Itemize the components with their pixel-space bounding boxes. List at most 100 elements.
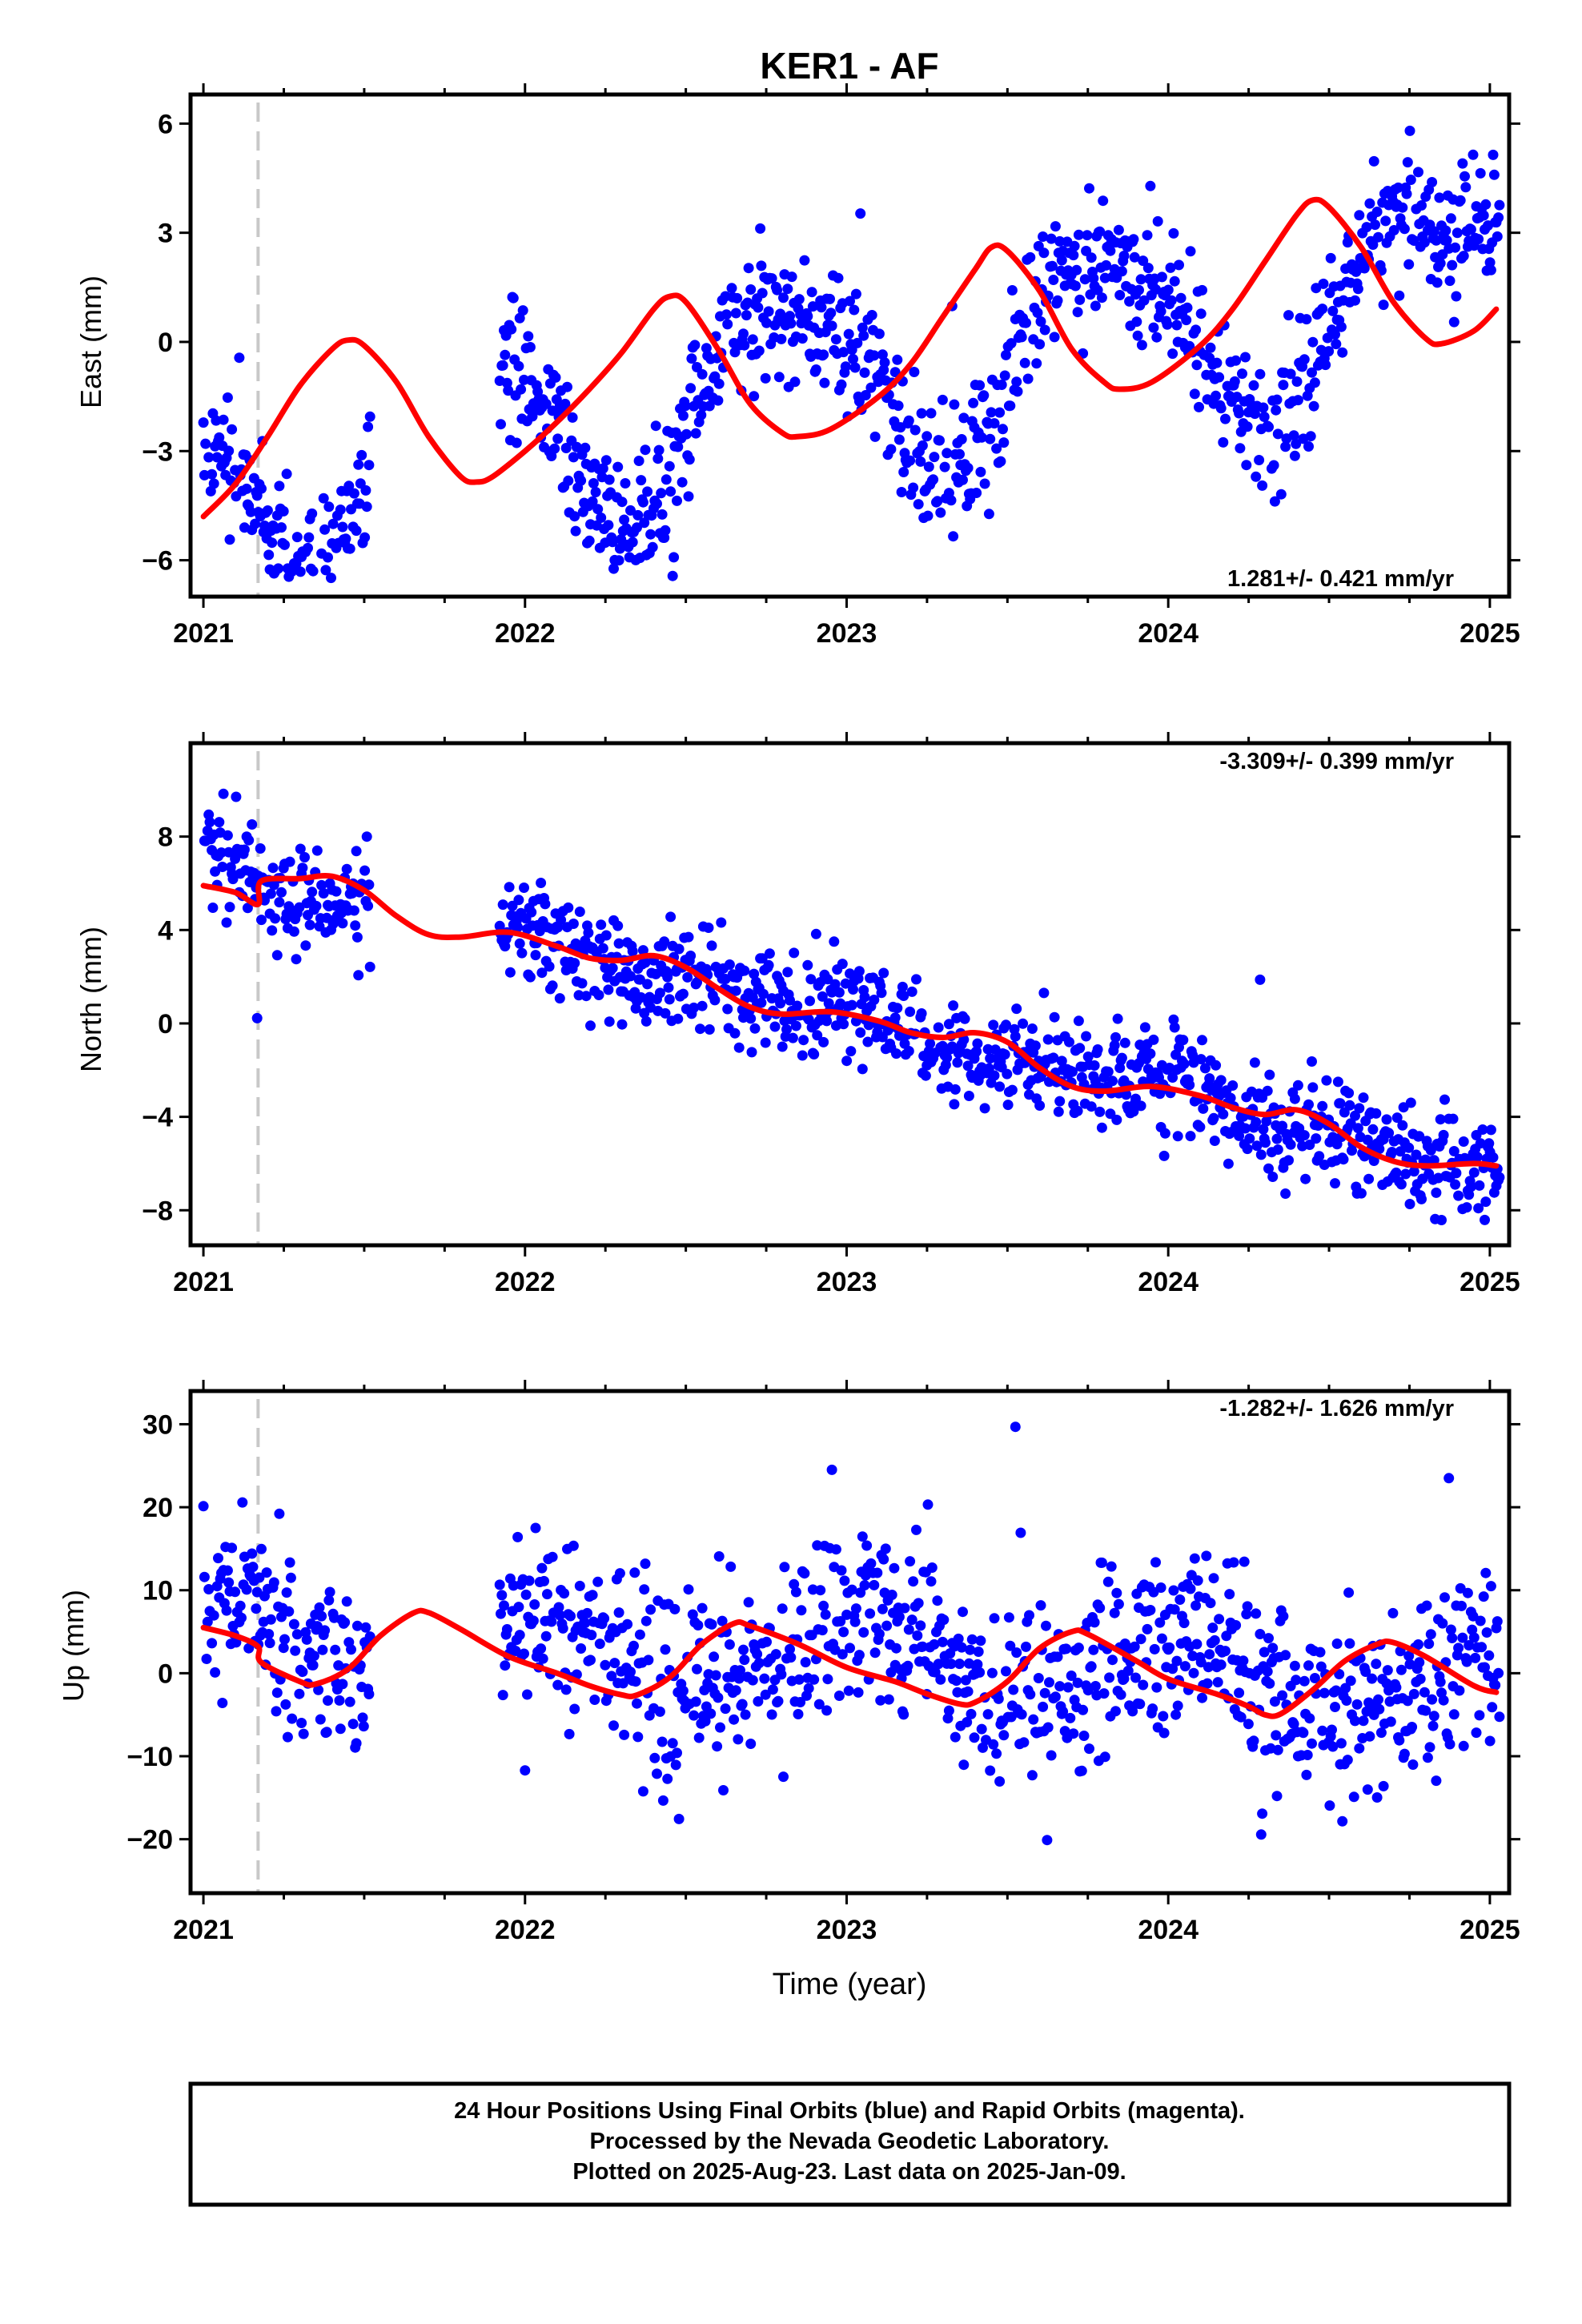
up-data-point [833, 1691, 845, 1701]
up-data-point [1301, 1769, 1312, 1780]
up-data-point [1271, 1730, 1282, 1741]
north-data-point [1128, 1106, 1139, 1117]
north-data-point [730, 985, 741, 996]
up-data-point [950, 1731, 961, 1743]
up-data-point [1046, 1750, 1057, 1761]
north-data-point [685, 951, 697, 961]
up-data-point [1257, 1808, 1268, 1819]
east-data-point [207, 468, 218, 480]
up-data-point [497, 1690, 508, 1701]
up-data-point [1191, 1600, 1202, 1611]
up-data-point [1447, 1633, 1458, 1643]
up-data-point [966, 1708, 977, 1719]
north-data-point [271, 950, 283, 961]
north-data-point [351, 931, 363, 943]
east-data-point [1283, 310, 1294, 321]
east-data-point [359, 532, 371, 543]
north-data-point [1485, 1124, 1496, 1136]
east-data-point [1280, 441, 1291, 452]
north-data-point [1414, 1131, 1425, 1142]
east-data-point [926, 408, 937, 419]
up-data-point [565, 1610, 576, 1622]
east-data-point [766, 273, 777, 284]
east-data-point [915, 456, 926, 467]
east-data-point [656, 509, 668, 520]
up-data-point [1054, 1681, 1066, 1692]
north-data-point [603, 984, 614, 995]
north-data-point [514, 938, 525, 949]
east-data-point [1291, 376, 1303, 387]
north-y-axis-label: North (mm) [74, 927, 107, 1072]
east-data-point [908, 482, 919, 493]
north-data-point [337, 918, 348, 929]
north-data-point [1072, 1105, 1083, 1116]
up-data-point [1475, 1615, 1486, 1626]
east-data-point [645, 529, 656, 540]
footer-line-2: Processed by the Nevada Geodetic Laborat… [590, 2129, 1110, 2154]
up-y-tick-label: 0 [158, 1659, 173, 1689]
up-data-point [883, 1694, 894, 1705]
north-data-point [540, 899, 551, 910]
east-data-point [1325, 252, 1336, 263]
up-data-point [1172, 1700, 1183, 1711]
east-data-point [956, 434, 967, 444]
north-data-point [985, 1053, 996, 1064]
east-data-point [1492, 231, 1503, 242]
east-y-tick-label: −3 [142, 436, 173, 467]
east-data-point [1142, 230, 1153, 241]
east-data-point [1354, 210, 1365, 221]
east-data-point [848, 353, 858, 364]
east-data-point [1271, 404, 1282, 416]
east-data-point [562, 381, 572, 392]
up-data-point [1142, 1623, 1153, 1634]
up-data-point [546, 1616, 557, 1627]
east-data-point [806, 287, 817, 298]
up-data-point [496, 1608, 506, 1619]
east-data-points [198, 125, 1505, 584]
north-data-point [797, 1050, 808, 1061]
north-data-point [695, 1023, 705, 1035]
up-data-point [730, 1685, 741, 1696]
up-data-point [993, 1693, 1004, 1704]
up-plot-frame [188, 1389, 1512, 1896]
north-data-point [950, 1084, 961, 1095]
east-data-point [745, 284, 757, 295]
north-data-point [311, 900, 322, 911]
east-data-point [500, 349, 511, 360]
north-data-point [1242, 1144, 1253, 1155]
north-data-point [519, 883, 529, 893]
up-data-point [875, 1695, 886, 1706]
up-data-point [279, 1634, 290, 1645]
up-data-point [1073, 1642, 1084, 1654]
east-data-point [998, 437, 1010, 448]
east-data-point [773, 372, 785, 383]
east-data-point [1257, 480, 1268, 491]
east-data-point [344, 543, 355, 554]
north-data-point [255, 843, 266, 854]
up-data-point [1427, 1694, 1438, 1705]
up-x-tick-label: 2021 [173, 1915, 234, 1945]
east-data-point [637, 497, 648, 508]
up-data-point [1251, 1608, 1262, 1619]
north-data-point [1453, 1190, 1464, 1201]
up-data-point [1090, 1681, 1101, 1691]
up-data-point [1474, 1710, 1485, 1721]
north-data-point [1119, 1037, 1130, 1048]
north-data-point [230, 853, 241, 864]
up-data-point [752, 1649, 763, 1659]
north-data-point [1054, 1096, 1066, 1107]
north-data-point [704, 1024, 715, 1035]
north-data-point [663, 982, 674, 993]
east-data-point [1275, 489, 1287, 500]
east-data-point [995, 456, 1006, 467]
east-data-point [664, 460, 675, 472]
up-data-point [265, 1614, 276, 1625]
east-data-point [636, 475, 647, 486]
up-data-point [1231, 1620, 1242, 1630]
north-data-point [855, 1027, 866, 1038]
east-data-point [756, 260, 767, 271]
up-data-point [1481, 1627, 1492, 1638]
up-data-point [690, 1696, 701, 1707]
up-data-point [247, 1548, 258, 1559]
up-data-point [1259, 1647, 1270, 1658]
